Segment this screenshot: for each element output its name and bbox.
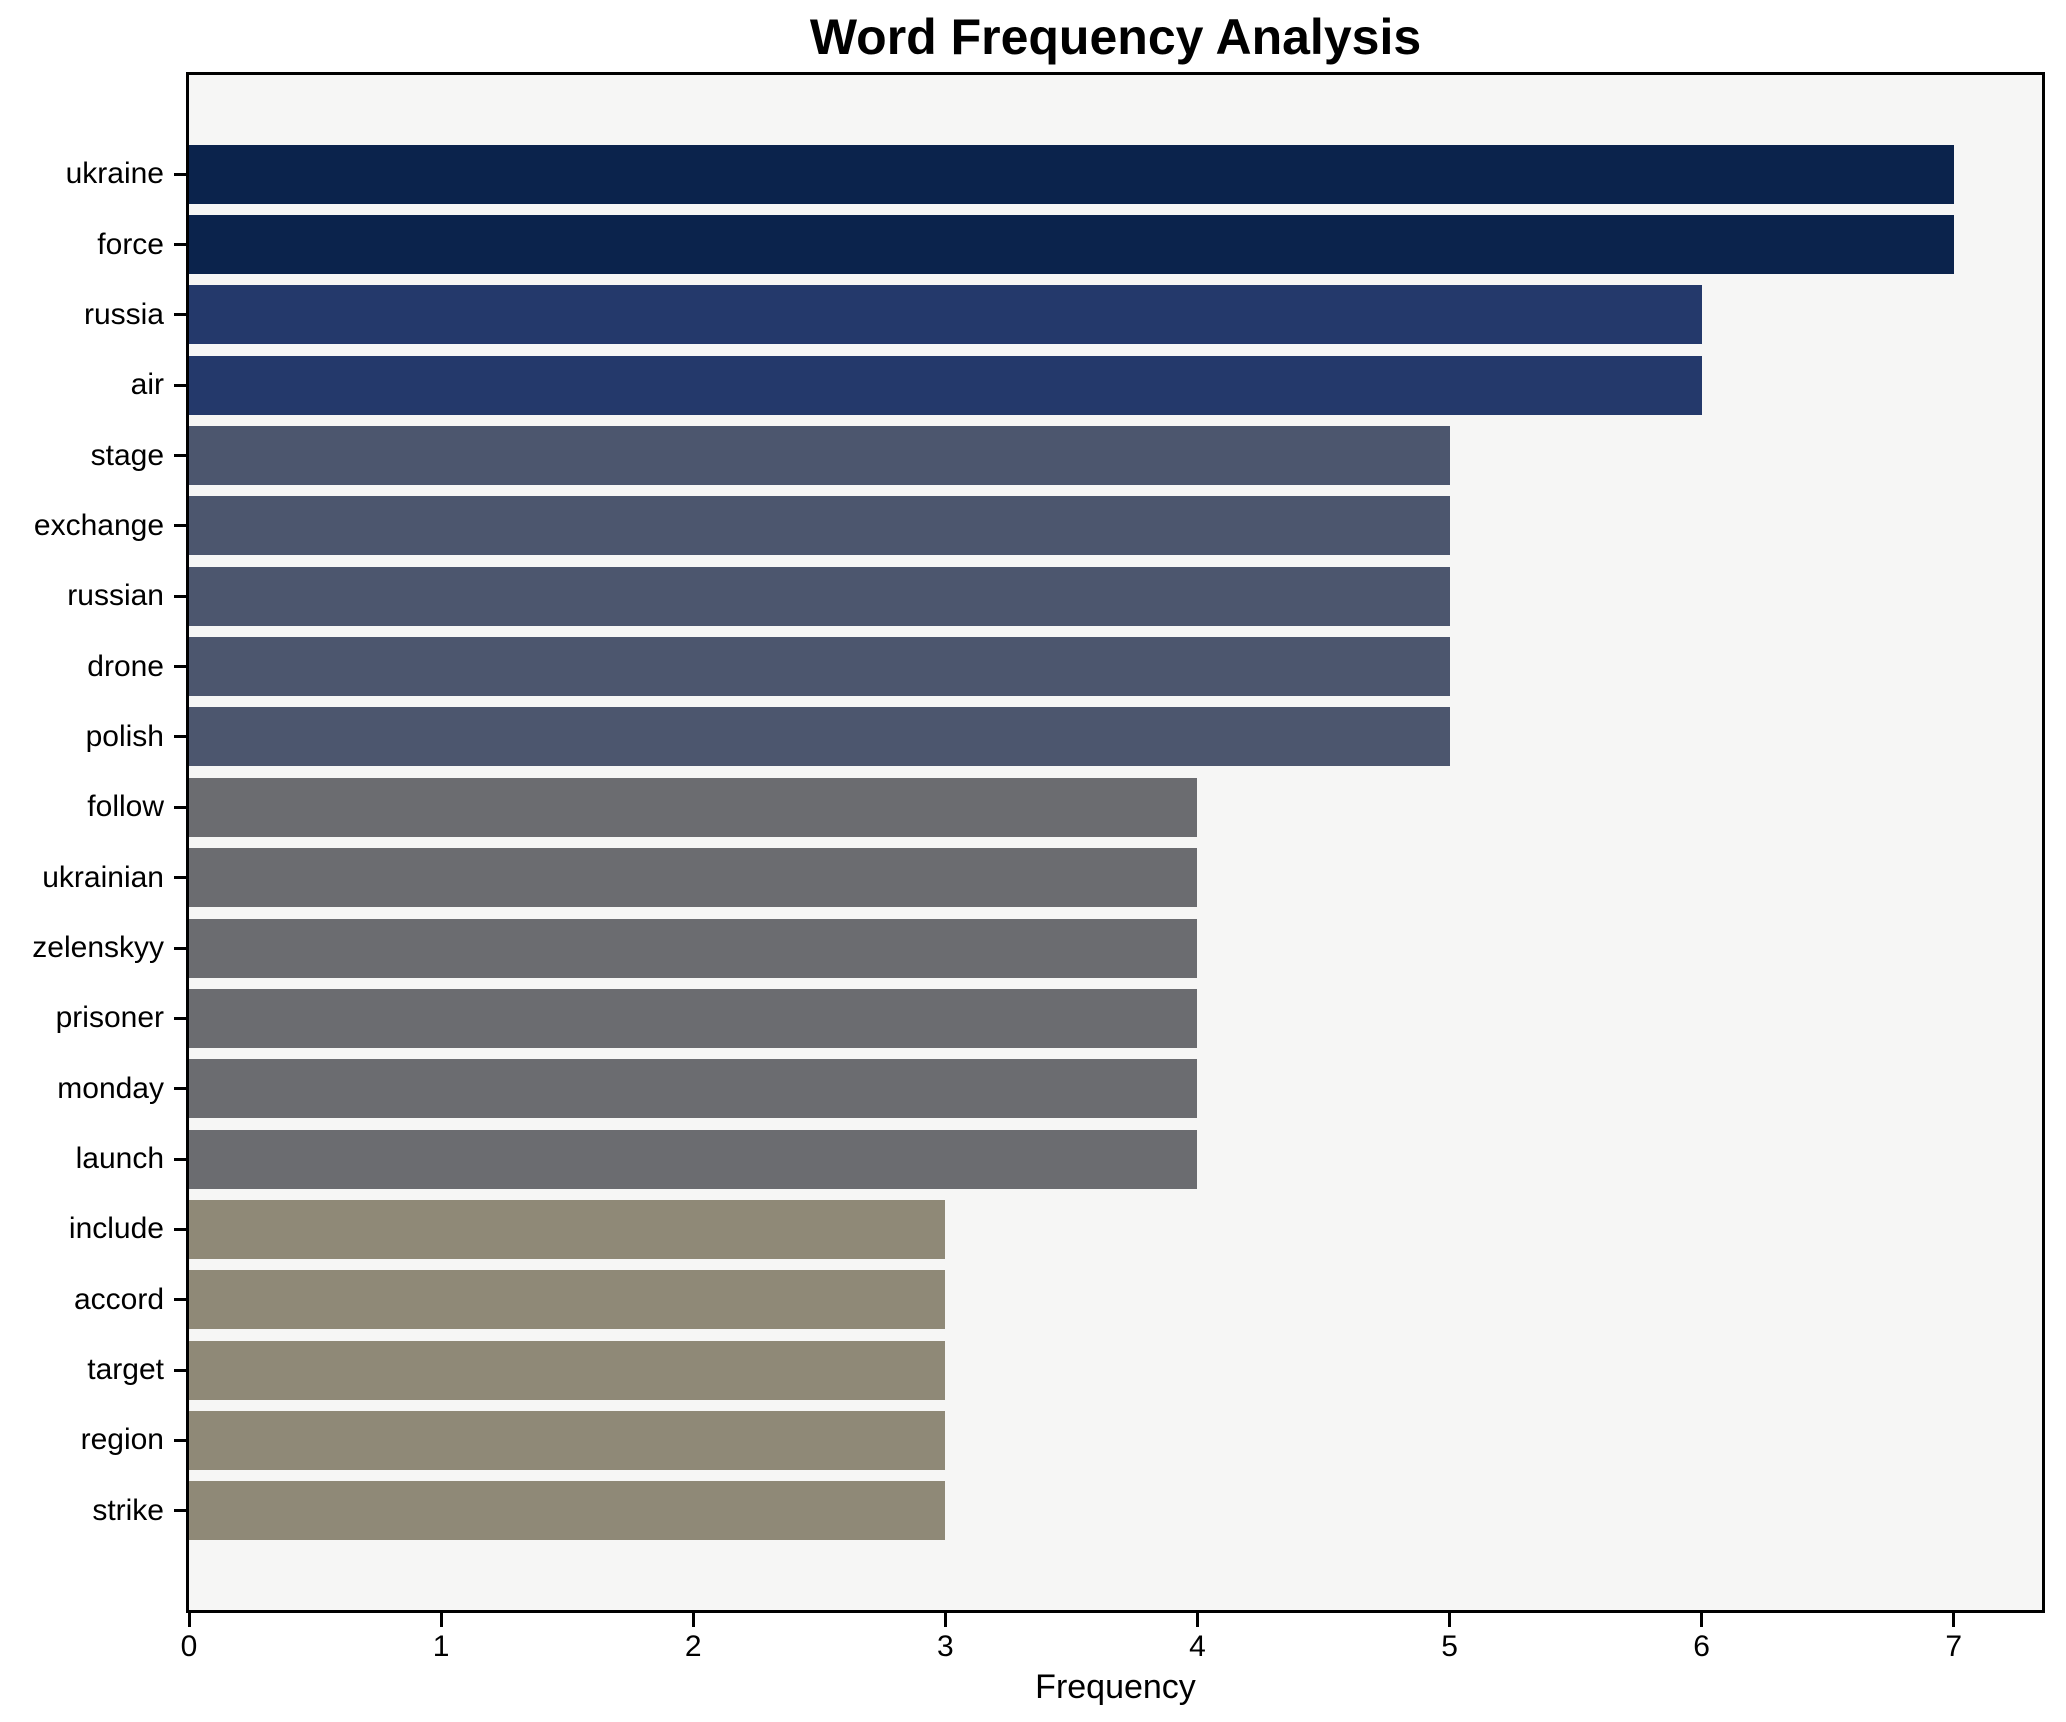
ytick-label-prisoner: prisoner	[55, 1001, 164, 1035]
bar-accord	[189, 1270, 946, 1330]
ytick-mark	[174, 876, 186, 880]
xtick-label-5: 5	[1441, 1630, 1458, 1663]
bar-prisoner	[189, 988, 1198, 1048]
ytick-label-russia: russia	[83, 297, 164, 331]
ytick-mark	[174, 1509, 186, 1513]
xtick-mark	[691, 1613, 695, 1627]
ytick-label-include: include	[68, 1212, 164, 1246]
ytick-label-russian: russian	[67, 579, 164, 613]
xtick-label-2: 2	[684, 1630, 702, 1663]
bar-target	[189, 1340, 946, 1400]
ytick-mark	[174, 383, 186, 387]
ytick-mark	[174, 594, 186, 598]
ytick-label-zelenskyy: zelenskyy	[32, 931, 164, 965]
ytick-label-drone: drone	[87, 649, 164, 683]
bar-air	[189, 355, 1702, 415]
xtick-mark	[943, 1613, 947, 1627]
ytick-mark	[174, 1438, 186, 1442]
ytick-label-stage: stage	[90, 438, 164, 472]
bar-stage	[189, 426, 1450, 486]
xtick-label-6: 6	[1693, 1630, 1710, 1663]
ytick-label-region: region	[80, 1423, 164, 1457]
bar-follow	[189, 777, 1198, 837]
xtick-label-1: 1	[432, 1630, 450, 1663]
ytick-mark	[174, 524, 186, 528]
ytick-mark	[174, 665, 186, 669]
bar-russia	[189, 285, 1702, 345]
xtick-label-3: 3	[936, 1630, 954, 1663]
ytick-mark	[174, 805, 186, 809]
xtick-mark	[1700, 1613, 1704, 1627]
bar-zelenskyy	[189, 918, 1198, 978]
ytick-label-ukraine: ukraine	[65, 157, 164, 191]
ytick-label-launch: launch	[75, 1142, 164, 1176]
ytick-mark	[174, 735, 186, 739]
xtick-mark	[1195, 1613, 1199, 1627]
xtick-mark	[187, 1613, 191, 1627]
bar-strike	[189, 1481, 946, 1541]
xtick-label-7: 7	[1945, 1630, 1963, 1663]
bar-include	[189, 1199, 946, 1259]
plot-area	[186, 72, 2045, 1613]
ytick-mark	[174, 1368, 186, 1372]
ytick-label-monday: monday	[57, 1071, 164, 1105]
bar-launch	[189, 1129, 1198, 1189]
bar-russian	[189, 566, 1450, 626]
ytick-label-exchange: exchange	[33, 508, 164, 542]
chart-title: Word Frequency Analysis	[809, 9, 1422, 65]
ytick-mark	[174, 1298, 186, 1302]
ytick-label-accord: accord	[73, 1282, 164, 1316]
ytick-mark	[174, 946, 186, 950]
bar-exchange	[189, 496, 1450, 556]
bar-drone	[189, 637, 1450, 697]
x-axis-label: Frequency	[1035, 1668, 1196, 1706]
bar-force	[189, 215, 1954, 275]
xtick-label-4: 4	[1189, 1630, 1206, 1663]
ytick-mark	[174, 1016, 186, 1020]
xtick-mark	[1448, 1613, 1452, 1627]
ytick-label-follow: follow	[87, 790, 164, 824]
ytick-label-force: force	[97, 227, 164, 261]
bar-ukraine	[189, 144, 1954, 204]
xtick-label-0: 0	[180, 1630, 198, 1663]
xtick-mark	[1952, 1613, 1956, 1627]
ytick-label-polish: polish	[85, 719, 164, 753]
ytick-label-strike: strike	[92, 1493, 164, 1527]
ytick-mark	[174, 1227, 186, 1231]
ytick-mark	[174, 454, 186, 458]
bar-region	[189, 1410, 946, 1470]
ytick-mark	[174, 1087, 186, 1091]
xtick-mark	[439, 1613, 443, 1627]
ytick-label-ukrainian: ukrainian	[42, 860, 164, 894]
ytick-mark	[174, 1157, 186, 1161]
ytick-label-target: target	[87, 1353, 164, 1387]
ytick-label-air: air	[130, 368, 164, 402]
ytick-mark	[174, 172, 186, 176]
ytick-mark	[174, 313, 186, 317]
bar-polish	[189, 707, 1450, 767]
ytick-mark	[174, 243, 186, 247]
bar-ukrainian	[189, 848, 1198, 908]
bar-monday	[189, 1059, 1198, 1119]
